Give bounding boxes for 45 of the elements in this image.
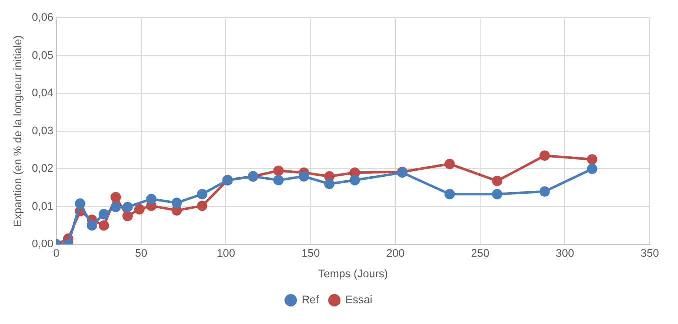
point (540, 150, 550, 162)
point (587, 164, 598, 174)
x-tick-label: 100 (216, 248, 236, 260)
point (122, 202, 134, 212)
point (98, 209, 110, 220)
point (492, 189, 503, 200)
point (86, 220, 98, 231)
point (122, 211, 134, 222)
point (75, 198, 86, 210)
point (134, 204, 145, 215)
legend-label: Ref (302, 294, 320, 307)
point (540, 186, 550, 197)
y-tick-label: 0,04 (32, 88, 54, 100)
point (492, 176, 503, 186)
x-tick-label: 200 (386, 248, 405, 260)
y-tick-label: 0,06 (32, 12, 54, 24)
point (298, 171, 310, 182)
x-axis-title: Temps (Jours) (318, 268, 388, 280)
y-axis-title: Expantion (en % de la longueur initiale) (12, 36, 25, 228)
point (110, 202, 122, 212)
x-tick-label: 0 (54, 248, 60, 260)
point (172, 198, 182, 208)
x-tick-label: 350 (640, 248, 660, 260)
y-tick-label: 0,05 (32, 50, 54, 62)
point (273, 166, 284, 176)
point (350, 175, 360, 186)
point (197, 189, 208, 200)
point (273, 175, 284, 186)
point (444, 158, 456, 170)
y-tick-label: 0,00 (32, 238, 54, 251)
legend-label: Essai (346, 294, 373, 307)
y-tick-label: 0,01 (32, 200, 54, 213)
point (444, 189, 456, 200)
point (587, 154, 598, 165)
point (146, 194, 157, 205)
y-tick-label: 0,03 (32, 125, 54, 138)
point (324, 178, 335, 190)
y-tick-label: 0,02 (32, 163, 54, 176)
point (197, 200, 208, 212)
point (98, 220, 110, 231)
x-tick-label: 50 (135, 248, 148, 260)
x-tick-label: 150 (302, 248, 320, 260)
x-tick-label: 300 (556, 248, 574, 260)
x-tick-label: 250 (471, 248, 490, 260)
point (110, 192, 122, 203)
